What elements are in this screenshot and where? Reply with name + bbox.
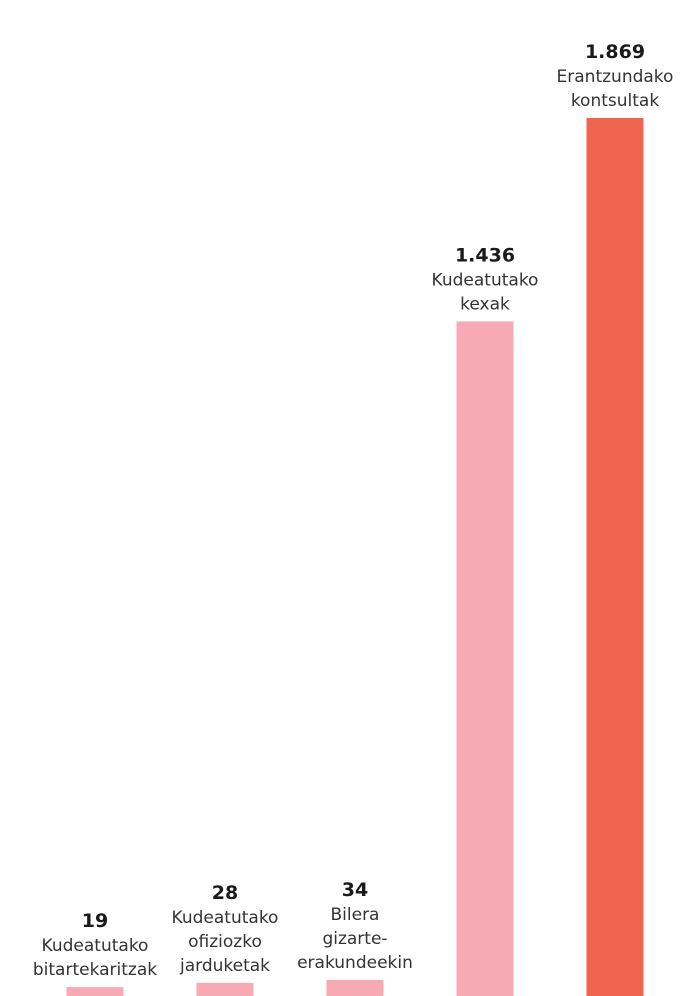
category-label: Kudeatutako bbox=[42, 936, 149, 956]
category-label: gizarte- bbox=[322, 929, 387, 949]
category-label: kexak bbox=[460, 294, 510, 314]
category-label: jarduketak bbox=[179, 956, 270, 976]
bar-3 bbox=[326, 980, 384, 996]
bar-4 bbox=[456, 321, 514, 996]
category-label: Bilera bbox=[331, 905, 380, 925]
value-label: 34 bbox=[342, 879, 368, 901]
category-label: kontsultak bbox=[571, 91, 660, 111]
bar-5 bbox=[586, 118, 644, 996]
category-label: Kudeatutako bbox=[172, 908, 279, 928]
bar-1 bbox=[66, 987, 124, 996]
value-label: 1.869 bbox=[585, 41, 645, 63]
value-label: 1.436 bbox=[455, 244, 515, 266]
bar-2 bbox=[196, 982, 254, 996]
category-label: Erantzundako bbox=[557, 67, 674, 87]
category-label: Kudeatutako bbox=[432, 270, 539, 290]
value-label: 19 bbox=[82, 910, 108, 932]
value-label: 28 bbox=[212, 882, 238, 904]
category-label: bitartekaritzak bbox=[33, 960, 157, 980]
category-label: ofiziozko bbox=[188, 932, 262, 952]
category-label: erakundeekin bbox=[297, 953, 413, 973]
